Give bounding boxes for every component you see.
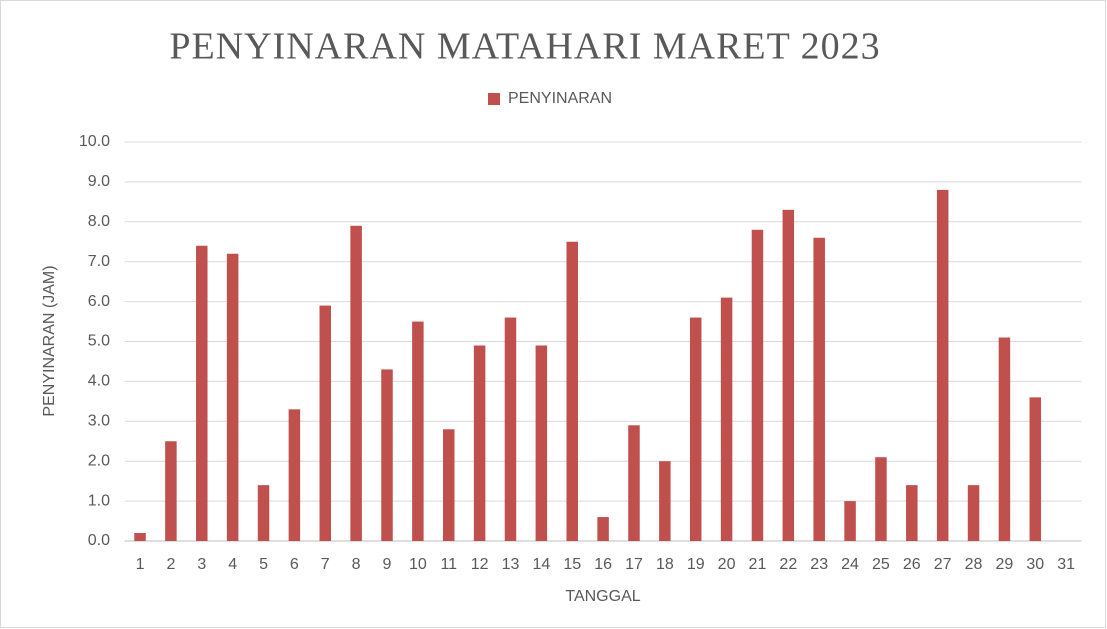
chart-title: PENYINARAN MATAHARI MARET 2023 xyxy=(169,26,880,68)
x-tick-label: 5 xyxy=(259,556,268,573)
x-tick-label: 29 xyxy=(996,556,1014,573)
bar xyxy=(504,317,517,541)
x-tick-label: 2 xyxy=(166,556,175,573)
bar xyxy=(412,321,424,541)
bar xyxy=(535,345,548,541)
x-tick-label: 25 xyxy=(872,556,890,573)
bar xyxy=(782,209,795,541)
legend-swatch xyxy=(488,93,500,105)
x-tick-label: 30 xyxy=(1026,556,1044,573)
y-tick-label: 4.0 xyxy=(88,373,110,390)
bar xyxy=(813,237,825,541)
legend-label: PENYINARAN xyxy=(508,90,612,107)
bar xyxy=(1029,397,1042,541)
x-tick-label: 12 xyxy=(471,556,489,573)
bar xyxy=(196,245,208,542)
bar xyxy=(381,369,393,541)
bar xyxy=(165,441,177,541)
y-tick-label: 3.0 xyxy=(88,413,110,430)
bar xyxy=(473,345,486,541)
bar xyxy=(936,189,949,541)
bar xyxy=(226,253,239,541)
y-tick-label: 9.0 xyxy=(88,173,110,190)
x-tick-label: 13 xyxy=(502,556,520,573)
y-tick-label: 0.0 xyxy=(88,532,110,549)
x-tick-label: 19 xyxy=(687,556,705,573)
x-tick-label: 1 xyxy=(136,556,145,573)
bar xyxy=(751,229,764,541)
y-tick-label: 2.0 xyxy=(88,452,110,469)
bar xyxy=(998,337,1011,541)
x-tick-label: 27 xyxy=(934,556,952,573)
x-tick-label: 3 xyxy=(197,556,206,573)
bar xyxy=(288,409,301,541)
x-tick-label: 15 xyxy=(563,556,581,573)
x-tick-label: 7 xyxy=(321,556,330,573)
bar xyxy=(566,241,578,541)
x-tick-label: 24 xyxy=(841,556,859,573)
y-tick-label: 7.0 xyxy=(88,253,110,270)
bar xyxy=(720,297,733,541)
x-tick-label: 28 xyxy=(965,556,983,573)
x-tick-label: 9 xyxy=(383,556,392,573)
x-tick-label: 4 xyxy=(228,556,237,573)
y-tick-label: 8.0 xyxy=(88,213,110,230)
bar xyxy=(350,225,362,542)
x-tick-label: 20 xyxy=(718,556,736,573)
x-tick-label: 14 xyxy=(532,556,550,573)
y-tick-label: 6.0 xyxy=(88,293,110,310)
y-axis-label: PENYINARAN (JAM) xyxy=(41,265,58,416)
bar xyxy=(442,429,455,541)
x-axis-label: TANGGAL xyxy=(565,588,640,605)
x-tick-label: 22 xyxy=(779,556,797,573)
bar xyxy=(597,517,609,541)
bar xyxy=(659,461,671,541)
bar xyxy=(319,305,332,541)
x-tick-label: 8 xyxy=(352,556,361,573)
y-tick-label: 10.0 xyxy=(79,133,110,150)
x-tick-label: 18 xyxy=(656,556,674,573)
x-tick-label: 31 xyxy=(1057,556,1075,573)
x-tick-label: 21 xyxy=(749,556,767,573)
y-tick-label: 1.0 xyxy=(88,492,110,509)
x-tick-label: 17 xyxy=(625,556,643,573)
y-tick-label: 5.0 xyxy=(88,333,110,350)
x-tick-label: 11 xyxy=(440,556,457,573)
x-tick-label: 10 xyxy=(409,556,427,573)
x-tick-label: 6 xyxy=(290,556,299,573)
x-tick-label: 26 xyxy=(903,556,921,573)
bar xyxy=(134,533,146,541)
bar xyxy=(967,485,980,541)
bar xyxy=(628,425,640,541)
bar xyxy=(844,501,856,541)
bar xyxy=(906,485,918,541)
bar xyxy=(257,485,270,541)
x-tick-label: 23 xyxy=(810,556,828,573)
bar xyxy=(689,317,702,541)
x-tick-label: 16 xyxy=(594,556,612,573)
bar xyxy=(875,457,887,541)
